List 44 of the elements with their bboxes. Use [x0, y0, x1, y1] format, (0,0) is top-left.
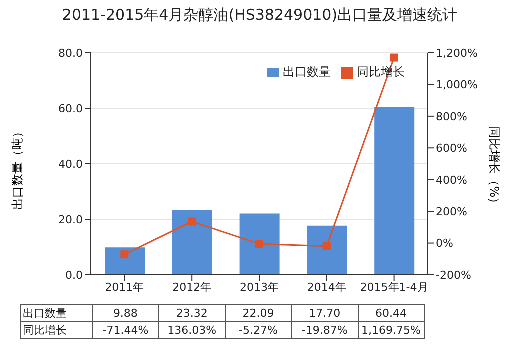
data-label: 23.32	[158, 304, 226, 322]
y2-tick-label: 400%	[436, 174, 468, 187]
y-axis-title: 出口数量（吨）	[10, 126, 26, 210]
y2-tick-label: 600%	[436, 142, 468, 156]
point	[188, 218, 196, 226]
y-tick-label: 60.0	[58, 102, 83, 116]
point	[256, 240, 264, 248]
y2-tick-label: 800%	[436, 110, 468, 124]
bar	[307, 226, 348, 275]
data-label: 22.09	[225, 304, 292, 322]
y2-tick-label: 1,000%	[436, 78, 478, 92]
data-label: -5.27%	[225, 322, 292, 338]
y2-tick-label: -200%	[436, 268, 472, 282]
data-label: 17.70	[292, 304, 358, 322]
x-tick-label: 2015年1-4月	[360, 280, 428, 294]
y2-tick-label: 1,200%	[436, 46, 478, 60]
y2-tick-label: 200%	[436, 205, 468, 218]
x-tick-label: 2011年	[105, 280, 144, 294]
bar	[172, 210, 212, 275]
data-label: -71.44%	[92, 322, 159, 338]
data-label: 60.44	[358, 304, 424, 322]
y2-axis-title: 同比增长（%）	[486, 126, 502, 210]
bar	[105, 248, 145, 275]
point	[390, 54, 398, 62]
x-tick-label: 2012年	[172, 280, 212, 294]
bar	[240, 214, 280, 275]
y2-tick-label: 0%	[436, 237, 454, 250]
x-tick-label: 2014年	[307, 280, 346, 294]
y-tick-label: 40.0	[58, 158, 83, 171]
y-tick-label: 80.0	[58, 46, 83, 60]
point	[322, 242, 331, 250]
text: 同比增长	[23, 324, 67, 336]
data-label: 1,169.75%	[358, 322, 424, 338]
y-tick-label: 20.0	[58, 213, 83, 226]
data-label: 9.88	[92, 304, 159, 322]
legend-label: 出口数量	[283, 65, 331, 79]
x-tick-label: 2013年	[240, 280, 279, 294]
y-tick-label: 0.0	[66, 268, 83, 282]
bar	[374, 107, 415, 275]
chart-title: 2011-2015年4月杂醇油(HS38249010)出口量及增速统计	[61, 6, 459, 25]
text: 出口数量	[23, 306, 67, 320]
point	[120, 250, 129, 259]
data-label: -19.87%	[292, 322, 358, 338]
data-label: 136.03%	[158, 322, 226, 338]
